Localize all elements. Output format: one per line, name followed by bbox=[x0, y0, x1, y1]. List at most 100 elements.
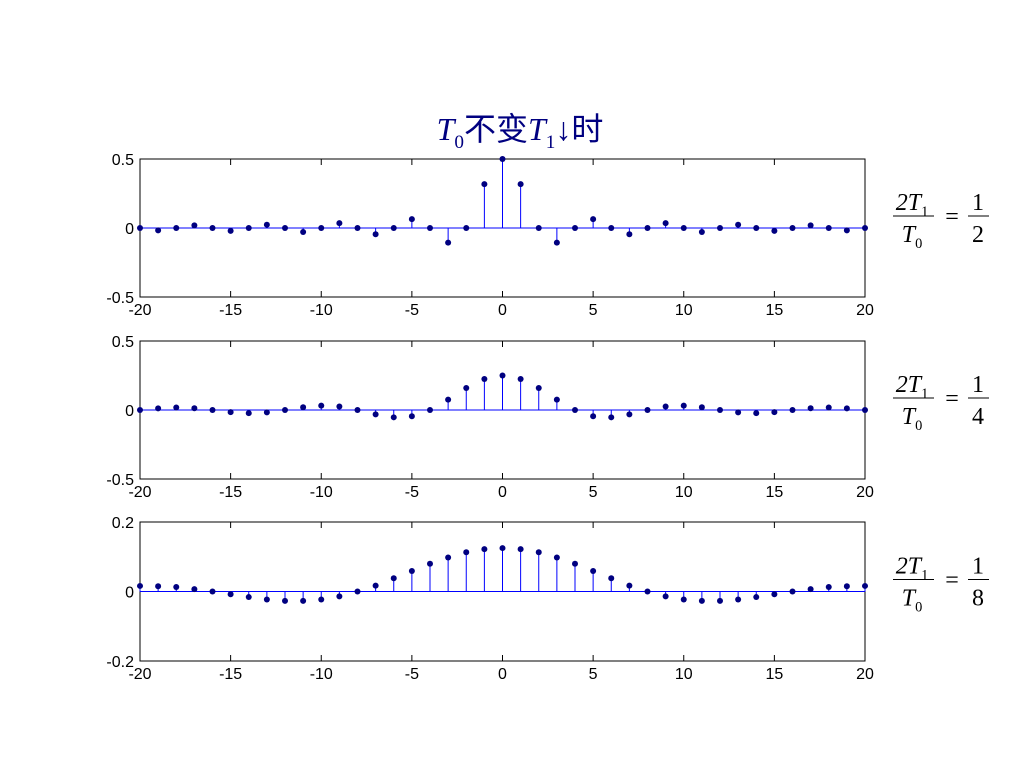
stem-marker bbox=[553, 554, 560, 561]
y-tick-label: 0.5 bbox=[112, 334, 134, 351]
stem-marker bbox=[662, 593, 669, 600]
stem-marker bbox=[753, 225, 760, 231]
x-tick-label: -15 bbox=[219, 484, 242, 501]
ratio-denominator: T0 bbox=[902, 404, 923, 434]
equals-sign: = bbox=[945, 204, 959, 230]
stem-marker bbox=[517, 546, 524, 553]
x-tick-label: 0 bbox=[498, 484, 507, 501]
stem-marker bbox=[680, 596, 687, 603]
stem-marker bbox=[753, 410, 760, 417]
equals-sign: = bbox=[945, 568, 959, 594]
x-tick-label: 15 bbox=[765, 302, 783, 319]
rhs-denominator: 2 bbox=[972, 222, 984, 248]
x-tick-label: 5 bbox=[589, 484, 598, 501]
x-tick-label: -20 bbox=[128, 484, 151, 501]
stem-marker bbox=[372, 411, 379, 418]
ratio-numerator: 2T1 bbox=[896, 554, 929, 584]
stem-marker bbox=[463, 385, 470, 392]
stem-marker bbox=[553, 239, 560, 246]
stem-marker bbox=[590, 216, 597, 223]
stem-marker bbox=[717, 407, 723, 413]
stem-marker bbox=[517, 375, 524, 382]
equals-sign: = bbox=[945, 386, 959, 412]
stem-marker bbox=[626, 411, 633, 418]
stem-marker bbox=[535, 225, 542, 231]
stem-marker bbox=[735, 596, 742, 603]
stem-marker bbox=[408, 567, 415, 574]
stem-marker bbox=[137, 582, 143, 589]
stem-marker bbox=[680, 402, 687, 409]
subscript: 1 bbox=[921, 386, 928, 402]
stem-marker bbox=[282, 597, 288, 604]
stem-marker bbox=[463, 225, 470, 231]
stem-marker bbox=[535, 549, 542, 556]
stem-marker bbox=[445, 239, 452, 246]
stem-marker bbox=[173, 404, 180, 411]
text-part: 2T bbox=[896, 190, 923, 216]
x-tick-label: 20 bbox=[856, 484, 874, 501]
stem-marker bbox=[427, 407, 433, 413]
stem-marker bbox=[862, 582, 868, 589]
stem-marker bbox=[771, 409, 778, 416]
x-tick-label: -20 bbox=[128, 302, 151, 319]
stem-marker bbox=[354, 407, 361, 413]
x-tick-label: 10 bbox=[675, 484, 693, 501]
stem-marker bbox=[282, 407, 288, 413]
stem-marker bbox=[245, 225, 252, 231]
stem-marker bbox=[372, 582, 379, 589]
stem-marker bbox=[717, 597, 723, 604]
stem-marker bbox=[825, 225, 832, 231]
subscript: 0 bbox=[915, 418, 922, 434]
stem-marker bbox=[698, 597, 705, 604]
stem-marker bbox=[155, 405, 162, 412]
stem-marker bbox=[209, 588, 216, 595]
stem-marker bbox=[408, 413, 415, 420]
x-tick-label: -5 bbox=[405, 484, 419, 501]
stem-marker bbox=[499, 545, 506, 552]
stem-marker bbox=[245, 410, 252, 417]
x-tick-label: 10 bbox=[675, 666, 693, 683]
stem-marker bbox=[227, 409, 234, 416]
subscript: 1 bbox=[921, 568, 928, 584]
stem-marker bbox=[698, 404, 705, 411]
stem-marker bbox=[644, 407, 651, 413]
text-part: T bbox=[902, 222, 917, 248]
subscript: 1 bbox=[921, 204, 928, 220]
x-tick-label: 15 bbox=[765, 666, 783, 683]
x-tick-label: 0 bbox=[498, 666, 507, 683]
stem-marker bbox=[445, 554, 452, 561]
stem-marker bbox=[427, 225, 433, 231]
x-tick-label: 20 bbox=[856, 302, 874, 319]
stem-marker bbox=[771, 591, 778, 598]
stem-marker bbox=[336, 593, 343, 600]
subscript: 1 bbox=[546, 132, 556, 153]
subscript: 0 bbox=[915, 600, 922, 616]
stem-marker bbox=[680, 225, 687, 231]
x-tick-label: 5 bbox=[589, 302, 598, 319]
subscript: 0 bbox=[454, 132, 464, 153]
stem-marker bbox=[318, 225, 325, 231]
stem-marker bbox=[227, 591, 234, 598]
stem-marker bbox=[173, 225, 180, 231]
stem-marker bbox=[807, 586, 814, 593]
stem-marker bbox=[626, 582, 633, 589]
stem-marker bbox=[698, 229, 705, 236]
stem-marker bbox=[843, 227, 850, 234]
ratio-denominator: T0 bbox=[902, 222, 923, 252]
slide-title: T0不变T1↓时 bbox=[437, 111, 604, 153]
stem-marker bbox=[753, 594, 760, 601]
stem-marker bbox=[263, 221, 270, 228]
x-tick-label: 10 bbox=[675, 302, 693, 319]
ratio-numerator: 2T1 bbox=[896, 190, 929, 220]
x-tick-label: 15 bbox=[765, 484, 783, 501]
rhs-numerator: 1 bbox=[972, 554, 984, 580]
stem-marker bbox=[300, 404, 307, 411]
stem-marker bbox=[608, 575, 615, 582]
stem-marker bbox=[336, 220, 343, 227]
text-part: 2T bbox=[896, 372, 923, 398]
stem-marker bbox=[227, 227, 234, 234]
stem-marker bbox=[463, 549, 470, 556]
stem-marker bbox=[499, 372, 506, 379]
